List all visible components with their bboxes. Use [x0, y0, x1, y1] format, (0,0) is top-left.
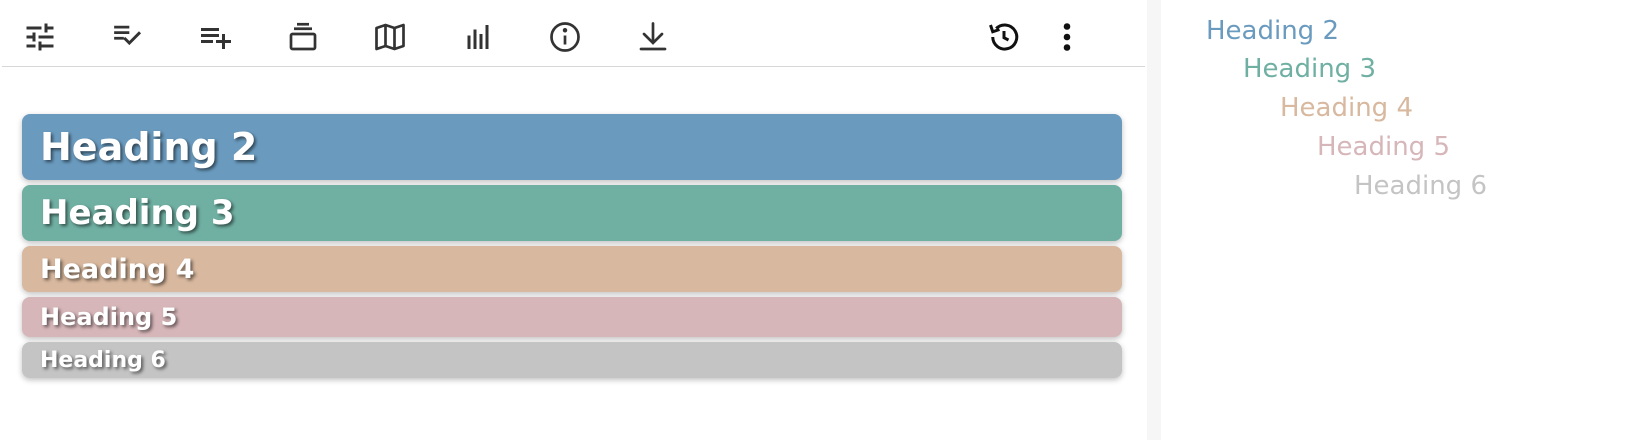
editor-pane: Heading 2 Heading 3 Heading 4 Heading 5 …	[2, 0, 1145, 383]
outline-item-heading-4[interactable]: Heading 4	[1280, 93, 1413, 123]
info-icon[interactable]	[543, 15, 587, 59]
outline-item-heading-2[interactable]: Heading 2	[1206, 16, 1339, 46]
more-vertical-icon[interactable]	[1045, 15, 1089, 59]
playlist-check-icon[interactable]	[106, 15, 150, 59]
playlist-add-icon[interactable]	[194, 15, 238, 59]
heading-6-block[interactable]: Heading 6	[22, 342, 1122, 378]
download-icon[interactable]	[631, 15, 675, 59]
document-content: Heading 2 Heading 3 Heading 4 Heading 5 …	[22, 114, 1122, 383]
history-icon[interactable]	[982, 15, 1026, 59]
heading-5-block[interactable]: Heading 5	[22, 297, 1122, 337]
toolbar	[2, 0, 1145, 67]
outline-item-heading-6[interactable]: Heading 6	[1354, 171, 1487, 201]
heading-3-block[interactable]: Heading 3	[22, 185, 1122, 241]
outline-item-heading-5[interactable]: Heading 5	[1317, 132, 1450, 162]
layers-stack-icon[interactable]	[281, 15, 325, 59]
map-icon[interactable]	[368, 15, 412, 59]
heading-4-block[interactable]: Heading 4	[22, 246, 1122, 292]
bar-chart-icon[interactable]	[456, 15, 500, 59]
pane-divider[interactable]	[1147, 0, 1161, 440]
outline-item-heading-3[interactable]: Heading 3	[1243, 54, 1376, 84]
outline-panel: Heading 2 Heading 3 Heading 4 Heading 5 …	[1161, 0, 1645, 440]
heading-2-block[interactable]: Heading 2	[22, 114, 1122, 180]
settings-sliders-icon[interactable]	[18, 15, 62, 59]
